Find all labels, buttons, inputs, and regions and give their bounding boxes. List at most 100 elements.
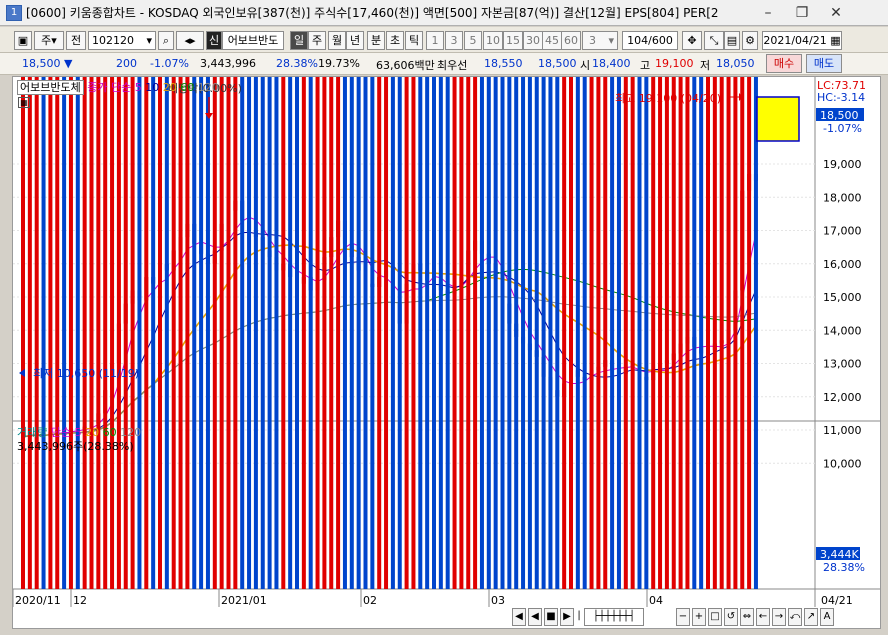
volume-legend[interactable]: 거래량 단순 5 20 60 120 [17,424,141,440]
period-minute[interactable]: 분 [367,31,385,50]
volume-bar[interactable] [658,0,663,589]
gear-icon[interactable]: ⚙ [742,31,758,50]
volume-bar[interactable] [75,0,80,590]
layout-icon[interactable]: ▣ [14,31,32,50]
volume-bar[interactable] [226,0,231,589]
volume-bar[interactable] [637,0,642,589]
volume-bar[interactable] [192,0,197,590]
volume-bar[interactable] [623,0,628,589]
volume-bar[interactable] [390,0,395,589]
volume-bar[interactable] [404,0,409,589]
stock-code-input[interactable]: 102120 ▾ [88,31,156,50]
volume-bar[interactable] [473,0,478,589]
volume-bar[interactable] [514,0,519,589]
period-year[interactable]: 년 [346,31,364,50]
volume-bar[interactable] [685,0,690,589]
volume-bar[interactable] [21,0,25,590]
arrow-left-button[interactable]: ← [756,608,770,626]
volume-bar[interactable] [507,0,512,590]
interval-15[interactable]: 15 [503,31,523,50]
period-month[interactable]: 월 [328,31,346,50]
volume-bar[interactable] [699,0,704,589]
volume-bar[interactable] [753,0,758,589]
volume-bar[interactable] [534,0,539,589]
volume-bar[interactable] [438,0,443,589]
minimize-button[interactable]: – [764,4,772,21]
volume-bar[interactable] [116,0,121,589]
price-legend[interactable]: 어보브반도체 종가 단순 5 10 20 60 120 [17,79,219,95]
volume-bar[interactable] [41,0,46,589]
crosshair-icon[interactable]: ✥ [682,31,702,50]
scroll-first-button[interactable]: ◀ [512,608,526,626]
new-badge[interactable]: 신 [206,31,222,50]
volume-bar[interactable] [459,0,464,589]
volume-bar[interactable] [370,0,375,589]
volume-bar[interactable] [589,0,594,589]
volume-bar[interactable] [500,0,505,589]
volume-bar[interactable] [349,0,354,589]
volume-bar[interactable] [733,0,738,589]
volume-bar[interactable] [130,0,135,589]
volume-bar[interactable] [144,0,149,589]
volume-bar[interactable] [712,0,717,589]
volume-bar[interactable] [610,0,615,589]
interval-45[interactable]: 45 [542,31,562,50]
interval-30[interactable]: 30 [523,31,543,50]
volume-bar[interactable] [322,0,327,589]
volume-bar[interactable] [541,0,546,590]
volume-bar[interactable] [726,0,731,589]
volume-bar[interactable] [562,0,567,589]
volume-bar[interactable] [678,0,683,589]
volume-bar[interactable] [274,0,279,589]
volume-bar[interactable] [363,0,368,589]
volume-bar[interactable] [466,0,471,589]
text-tool-button[interactable]: A [820,608,834,626]
volume-bar[interactable] [253,0,258,589]
search-icon[interactable]: ⌕ [158,31,174,50]
volume-bar[interactable] [205,0,210,589]
volume-bar[interactable] [308,0,313,589]
volume-bar[interactable] [521,0,526,589]
volume-bar[interactable] [315,0,320,589]
volume-bar[interactable] [740,0,745,589]
volume-bar[interactable] [27,0,32,590]
volume-bar[interactable] [151,0,156,589]
fit-button[interactable]: □ [708,608,722,626]
interval-3[interactable]: 3 [445,31,463,50]
expand-button[interactable]: ⇔ [740,608,754,626]
volume-bar[interactable] [706,0,710,589]
interval-5[interactable]: 5 [464,31,482,50]
volume-bar[interactable] [616,0,621,589]
zoom-slider[interactable]: ├┼┼┼┼┼┤ [584,608,644,626]
volume-bar[interactable] [89,0,94,589]
legend-stock-name[interactable]: 어보브반도체 [17,80,84,95]
volume-bar[interactable] [644,0,649,589]
volume-bar[interactable] [212,0,217,589]
sound-icon[interactable]: ◂▸ [176,31,204,50]
volume-bar[interactable] [295,0,299,589]
volume-bar[interactable] [55,0,60,590]
buy-button[interactable]: 매수 [766,54,802,73]
volume-bar[interactable] [569,0,573,589]
volume-bar[interactable] [432,0,436,589]
table-icon[interactable]: ▦ [18,97,30,108]
volume-bar[interactable] [34,0,39,590]
count-input[interactable]: 104/600 [622,31,678,50]
volume-bar[interactable] [603,0,608,589]
interval-10[interactable]: 10 [483,31,503,50]
restore-button[interactable]: ❐ [795,4,809,21]
volume-bar[interactable] [397,0,402,590]
volume-bar[interactable] [596,0,601,589]
volume-bar[interactable] [452,0,457,589]
arrow-right-button[interactable]: → [772,608,786,626]
interval-select[interactable]: 3 ▾ [582,31,618,50]
volume-bar[interactable] [664,0,669,589]
volume-bar[interactable] [103,0,108,589]
volume-bar[interactable] [281,0,286,589]
volume-bar[interactable] [247,0,252,589]
volume-bar[interactable] [233,0,238,589]
volume-bar[interactable] [62,0,67,589]
volume-bar[interactable] [342,0,347,589]
interval-60[interactable]: 60 [561,31,581,50]
volume-bar[interactable] [445,0,450,589]
